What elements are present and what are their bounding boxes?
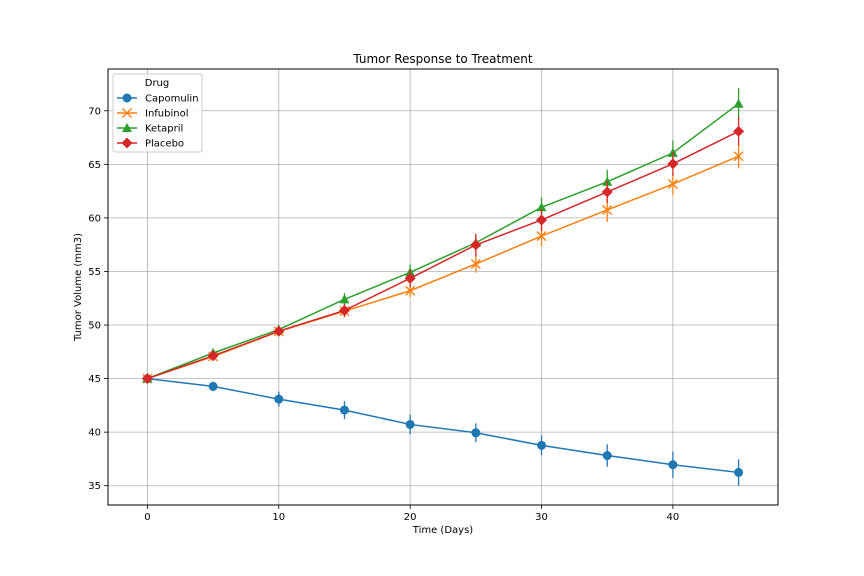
- data-point-infubinol: [667, 179, 678, 190]
- legend-marker-placebo: [121, 137, 133, 149]
- y-tick-label: 55: [88, 267, 101, 278]
- series-capomulin: [142, 374, 744, 486]
- data-point-capomulin: [339, 405, 349, 415]
- x-axis: 0 10 20 30 40: [144, 505, 679, 523]
- x-tick-label: 20: [404, 512, 417, 523]
- y-axis-title: Tumor Volume (mm3): [73, 233, 84, 342]
- data-point-placebo: [470, 239, 482, 251]
- series-ketapril: [142, 88, 744, 383]
- y-tick-label: 45: [88, 374, 101, 385]
- legend-item-infubinol: Infubinol: [117, 108, 189, 120]
- data-point-placebo: [141, 373, 153, 385]
- y-tick-label: 35: [88, 481, 101, 492]
- data-point-capomulin: [471, 428, 481, 438]
- legend-label-infubinol: Infubinol: [145, 109, 189, 120]
- data-point-infubinol: [536, 231, 547, 242]
- data-point-capomulin: [405, 419, 415, 429]
- chart-title: Tumor Response to Treatment: [352, 52, 533, 66]
- data-point-infubinol: [470, 258, 481, 269]
- data-point-ketapril: [339, 294, 350, 304]
- data-point-capomulin: [537, 440, 547, 450]
- x-tick-label: 30: [535, 512, 548, 523]
- legend: Drug Capomulin Infubinol Ketapril Placebo: [112, 73, 203, 153]
- y-axis: 35 40 45 50 55 60 65 70: [88, 106, 108, 492]
- data-point-capomulin: [734, 467, 744, 477]
- y-tick-label: 60: [88, 213, 101, 224]
- series-line-capomulin: [147, 377, 739, 474]
- x-tick-label: 0: [144, 512, 150, 523]
- legend-marker-capomulin: [122, 93, 132, 103]
- data-point-placebo: [404, 272, 416, 284]
- series-placebo: [141, 117, 745, 385]
- data-point-placebo: [273, 325, 285, 337]
- data-point-placebo: [207, 350, 219, 362]
- legend-label-placebo: Placebo: [145, 139, 184, 150]
- legend-item-ketapril: Ketapril: [117, 123, 183, 135]
- legend-box: [112, 73, 203, 153]
- legend-label-ketapril: Ketapril: [145, 124, 183, 135]
- legend-item-placebo: Placebo: [117, 137, 184, 150]
- data-point-infubinol: [602, 204, 613, 215]
- legend-title: Drug: [145, 78, 170, 89]
- data-point-placebo: [667, 158, 679, 170]
- data-point-infubinol: [405, 285, 416, 296]
- data-point-placebo: [733, 125, 745, 137]
- data-point-placebo: [601, 186, 613, 198]
- data-point-infubinol: [733, 151, 744, 162]
- series-group: [141, 88, 745, 486]
- data-point-ketapril: [536, 202, 547, 212]
- y-tick-label: 65: [88, 160, 101, 171]
- series-line-ketapril: [147, 103, 740, 380]
- legend-marker-infubinol: [122, 108, 132, 118]
- legend-marker-ketapril: [122, 123, 132, 132]
- data-point-capomulin: [208, 381, 218, 391]
- x-axis-title: Time (Days): [412, 525, 474, 536]
- data-point-capomulin: [602, 451, 612, 461]
- legend-label-capomulin: Capomulin: [145, 94, 199, 105]
- grid: [108, 69, 778, 505]
- y-tick-label: 50: [88, 321, 101, 332]
- y-tick-label: 40: [88, 428, 101, 439]
- data-point-capomulin: [274, 394, 284, 404]
- series-line-placebo: [147, 130, 739, 380]
- x-tick-label: 10: [272, 512, 285, 523]
- series-infubinol: [142, 143, 744, 384]
- data-point-placebo: [536, 214, 548, 226]
- data-point-placebo: [338, 304, 350, 316]
- data-point-ketapril: [733, 98, 744, 108]
- plot-area-frame: [107, 68, 779, 506]
- y-tick-label: 70: [88, 106, 101, 117]
- legend-item-capomulin: Capomulin: [117, 93, 199, 105]
- x-tick-label: 40: [667, 512, 680, 523]
- data-point-capomulin: [668, 460, 678, 470]
